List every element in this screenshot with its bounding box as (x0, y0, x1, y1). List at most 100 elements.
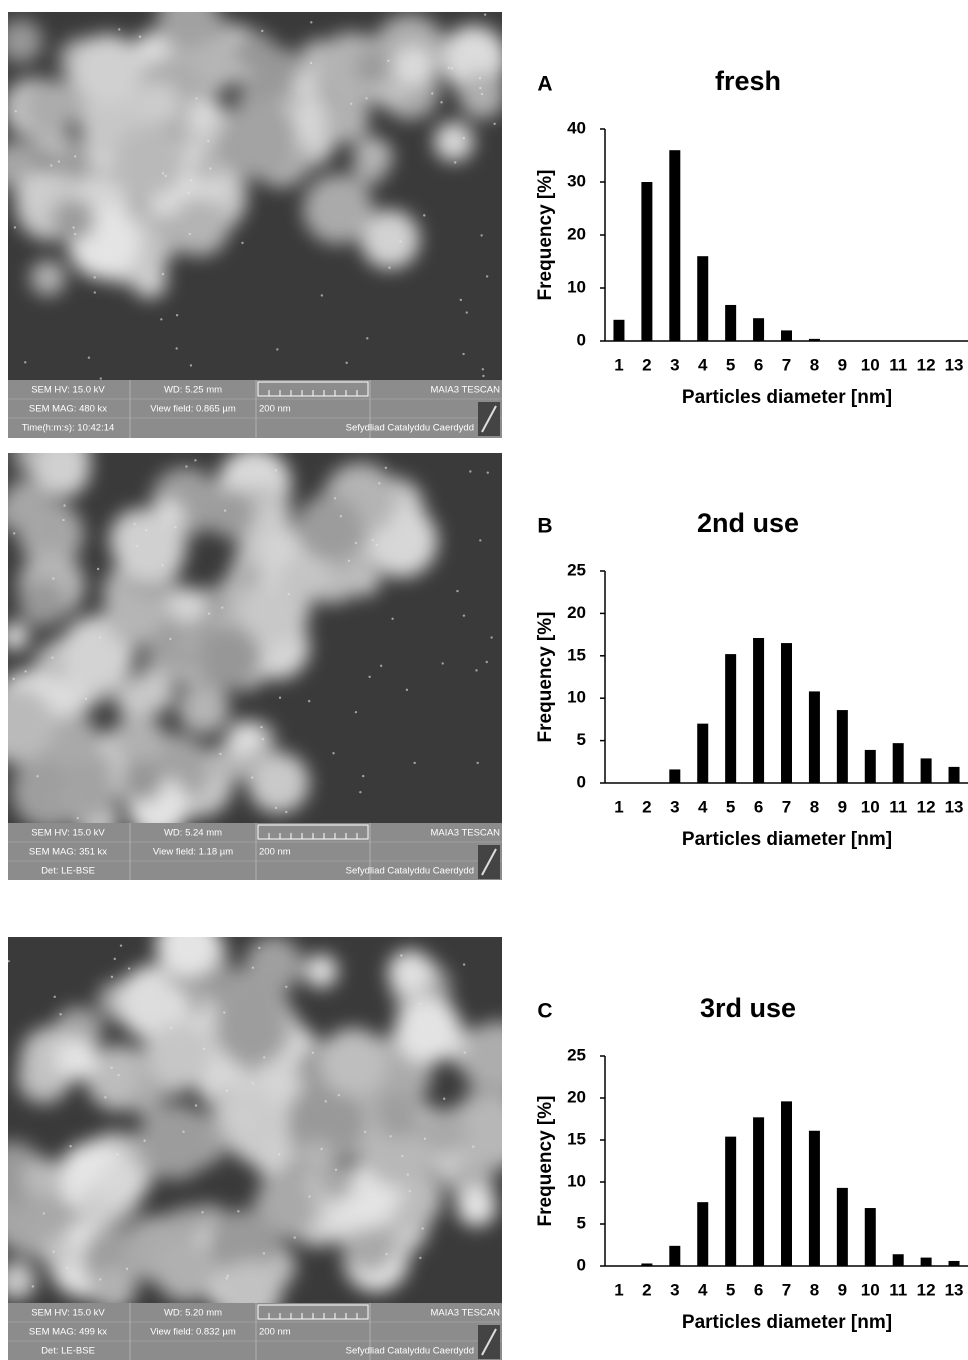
panel-letter: A (537, 73, 552, 96)
dot (51, 656, 54, 659)
dot (53, 995, 56, 999)
dot (472, 1145, 475, 1148)
particle (234, 31, 276, 73)
y-tick-label: 10 (567, 1171, 586, 1190)
x-tick-label: 3 (670, 355, 679, 374)
dot (72, 226, 75, 229)
dot (261, 29, 264, 33)
particle (42, 1238, 75, 1271)
x-tick-label: 7 (782, 797, 791, 816)
info-bar (8, 823, 502, 880)
dot (359, 790, 362, 794)
info-bar (8, 380, 502, 438)
y-tick-label: 0 (577, 330, 586, 349)
dot (225, 1277, 228, 1280)
sem-brand: MAIA3 TESCAN (430, 828, 500, 839)
particle (18, 579, 66, 627)
bar (697, 723, 709, 783)
dot (307, 699, 311, 703)
dot (463, 1051, 466, 1054)
particle (8, 479, 49, 524)
dot (187, 191, 190, 195)
dot (334, 1168, 338, 1172)
dot (209, 167, 212, 170)
dot (456, 589, 459, 593)
x-tick-label: 2 (642, 797, 651, 816)
bar (753, 1117, 765, 1266)
dot (413, 761, 416, 765)
dot (175, 314, 179, 317)
dot (462, 963, 466, 966)
dot (480, 92, 484, 96)
sem-scale: 200 nm (259, 404, 291, 415)
dot (363, 1130, 367, 1134)
particle (8, 622, 29, 651)
dot (57, 160, 61, 163)
dot (388, 266, 391, 269)
dot (309, 61, 313, 65)
particle (22, 1157, 63, 1199)
particle (31, 121, 72, 162)
bar (725, 304, 737, 341)
dot (287, 592, 291, 596)
particle (8, 19, 43, 64)
x-tick-label: 1 (614, 1280, 623, 1299)
x-tick-label: 9 (838, 355, 847, 374)
dot (431, 92, 434, 95)
dot (408, 1190, 411, 1193)
particle (33, 453, 91, 498)
bar (836, 1187, 848, 1266)
dot (98, 636, 102, 639)
dot (276, 348, 279, 351)
bar (725, 1136, 737, 1266)
particle (17, 172, 57, 212)
particle (341, 1218, 397, 1273)
sem-view-field: View field: 1.18 µm (153, 847, 233, 858)
chart-title: fresh (715, 66, 781, 96)
sem-scale: 200 nm (259, 1327, 291, 1338)
dot (274, 806, 278, 810)
sem-dots (8, 940, 475, 1288)
sem-image: SEM HV: 15.0 kV WD: 5.20 mm MAIA3 TESCAN SE… (8, 937, 502, 1360)
particle (456, 1095, 502, 1170)
particle (132, 263, 168, 299)
sem-brand: MAIA3 TESCAN (430, 385, 500, 396)
dot (485, 275, 489, 278)
dot (320, 1147, 323, 1151)
logo-mark (481, 405, 497, 433)
x-axis-label: Particles diameter [nm] (682, 1312, 892, 1333)
particle (458, 72, 502, 119)
dot (375, 543, 379, 547)
dot (486, 471, 489, 474)
dot (96, 567, 100, 571)
dot (384, 466, 388, 470)
dot (169, 1026, 173, 1030)
dot (125, 1267, 129, 1271)
dot (66, 1266, 69, 1270)
particle (247, 752, 310, 814)
sem-mag: SEM MAG: 351 kx (29, 847, 107, 858)
dot (389, 1135, 392, 1138)
sem-lab: Sefydliad Catalyddu Caerdydd (346, 423, 474, 434)
dot (400, 954, 403, 957)
particle (304, 953, 339, 988)
dot (479, 539, 482, 542)
x-tick-label: 6 (754, 355, 763, 374)
particle (387, 949, 434, 996)
bar (864, 749, 876, 783)
dot (194, 459, 197, 462)
dot (423, 1137, 427, 1140)
dot (93, 276, 96, 279)
dot (379, 664, 383, 668)
sem-det: Time(h:m:s): 10:42:14 (22, 423, 115, 434)
particle (360, 1109, 438, 1187)
bar (781, 1101, 792, 1266)
particle (213, 991, 289, 1066)
particle (354, 49, 391, 86)
dot (483, 13, 487, 16)
x-tick-label: 8 (810, 1280, 819, 1299)
particle (169, 586, 207, 624)
particle (129, 1083, 162, 1116)
dot (175, 347, 178, 350)
bar (892, 1254, 904, 1266)
